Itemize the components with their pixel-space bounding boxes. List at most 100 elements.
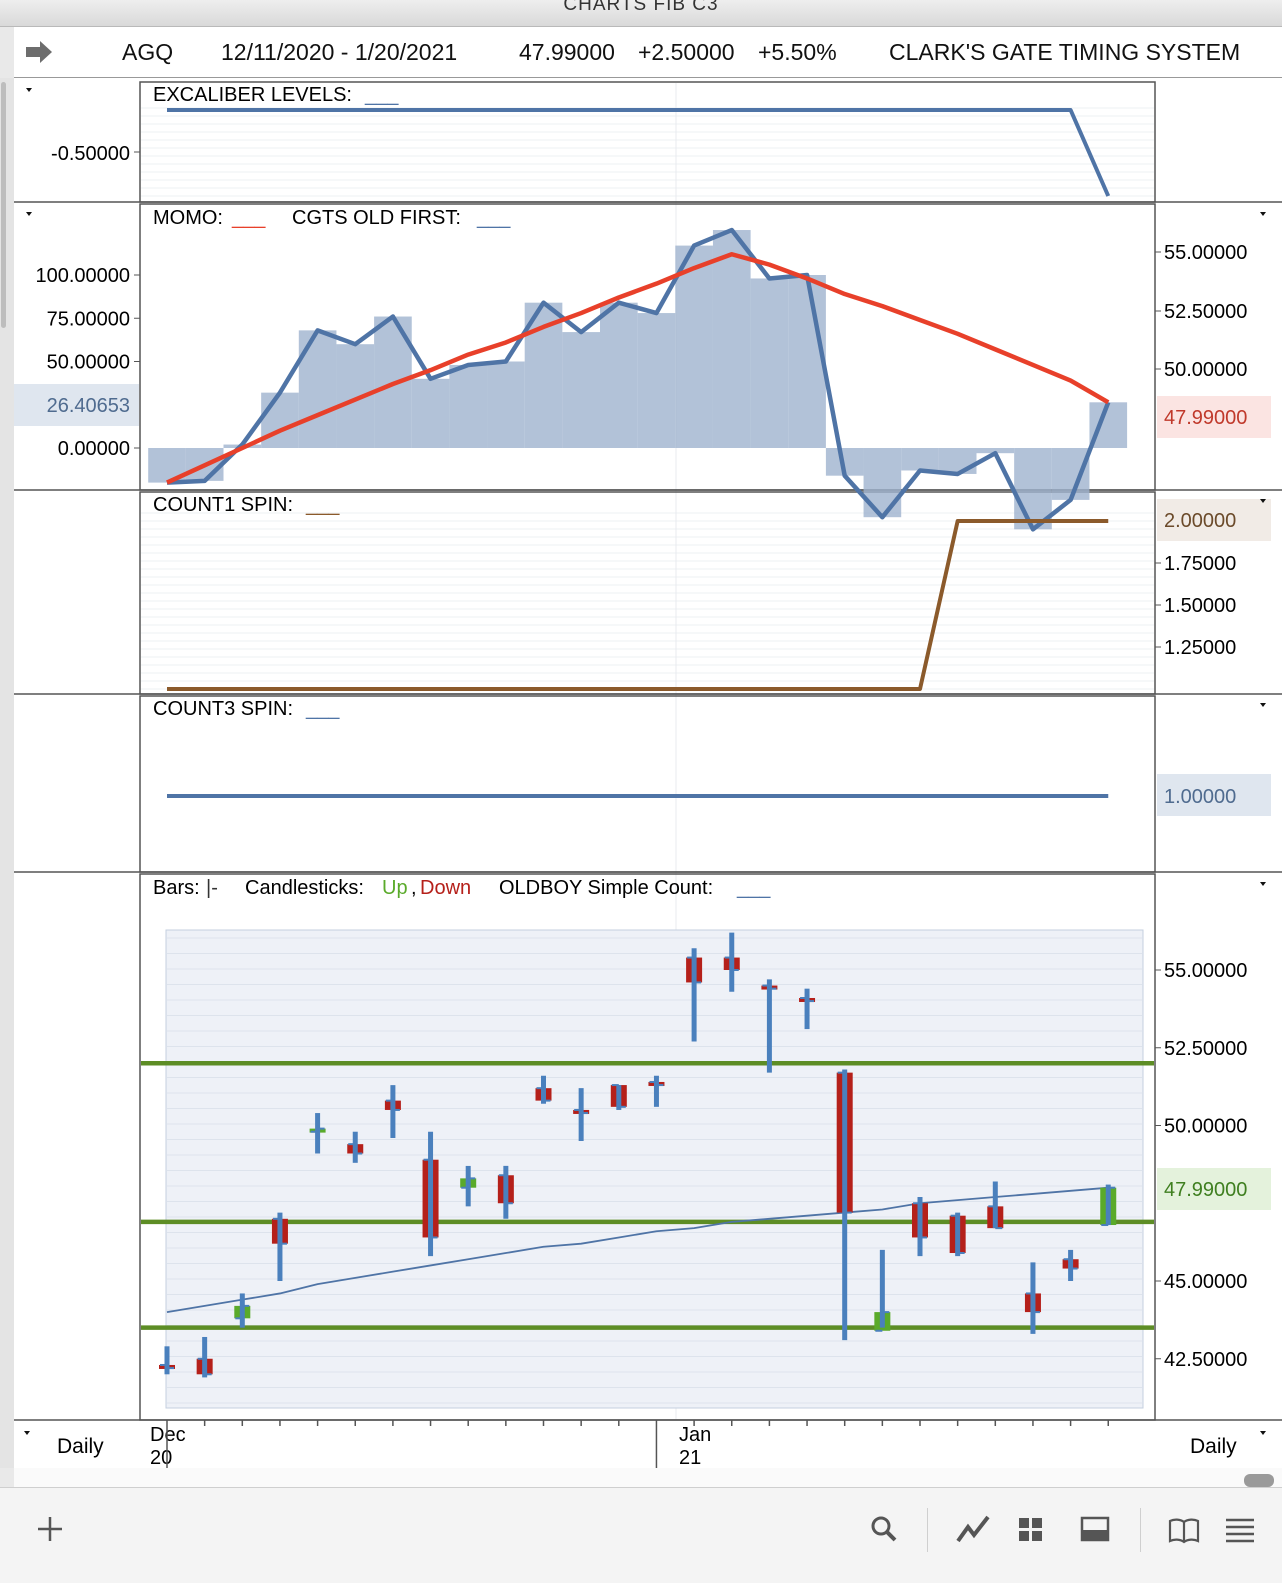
momo-plot — [148, 227, 1128, 532]
vertical-scrollbar[interactable] — [0, 78, 14, 1468]
symbol-label[interactable]: AGQ — [122, 39, 174, 65]
momo-histogram-bar — [863, 448, 902, 518]
oldboy-label: OLDBOY Simple Count: — [499, 877, 713, 899]
period-left[interactable]: Daily — [57, 1435, 104, 1458]
bars-legend-glyph: |- — [206, 877, 218, 899]
momo-histogram-bar — [675, 245, 713, 448]
xaxis-month-jan: Jan — [679, 1424, 711, 1446]
momo-right-tick-label: 55.00000 — [1164, 242, 1247, 264]
last-price: 47.99000 — [519, 39, 615, 65]
candles-down-label: Down — [420, 877, 471, 899]
momo-histogram-bar — [562, 332, 600, 448]
excaliber-menu-icon[interactable] — [26, 88, 32, 92]
horizontal-scroll-thumb[interactable] — [1244, 1474, 1274, 1487]
momo-histogram-bar — [261, 392, 299, 448]
xaxis-month-dec: Dec — [150, 1424, 186, 1446]
momo-histogram-bar — [938, 448, 977, 474]
toolbar-divider — [927, 1508, 928, 1552]
menu-icon[interactable] — [1225, 1517, 1255, 1543]
xaxis-year-20: 20 — [150, 1447, 172, 1468]
price-current-tag — [1157, 1168, 1271, 1210]
toolbar-divider — [1140, 1508, 1141, 1552]
price-tick-label: 52.50000 — [1164, 1038, 1247, 1060]
symbol-header: AGQ 12/11/2020 - 1/20/2021 47.99000 +2.5… — [14, 27, 1282, 78]
momo-menu-icon[interactable] — [26, 212, 32, 216]
book-icon[interactable] — [1168, 1516, 1200, 1544]
count3-current-tag — [1157, 774, 1271, 816]
count1-current-value: 2.00000 — [1164, 510, 1236, 532]
momo-left-tick-label: 75.00000 — [47, 308, 130, 330]
excaliber-tick: -0.50000 — [51, 143, 130, 165]
excaliber-line — [167, 108, 1111, 197]
count1-legend-line: ___ — [305, 494, 340, 516]
momo-label: MOMO: — [153, 207, 223, 229]
line-chart-icon[interactable] — [956, 1513, 990, 1545]
chart-area[interactable]: EXCALIBER LEVELS: ___ -0.50000 MOMO: ___… — [14, 78, 1282, 1468]
candles-up-label: Up — [382, 877, 408, 899]
price-change: +2.50000 — [638, 39, 735, 65]
momo-histogram-bar — [788, 275, 826, 448]
momo-legend-line: ___ — [231, 207, 266, 229]
count1-current-tag — [1157, 499, 1271, 541]
window-title: CHARTS FIB C3 — [563, 0, 719, 15]
price-change-pct: +5.50% — [758, 39, 837, 65]
cgts-old-first-line — [166, 251, 1110, 485]
period-right[interactable]: Daily — [1190, 1435, 1237, 1458]
momo-right-tick-label: 50.00000 — [1164, 359, 1247, 381]
momo-price-tag — [1157, 396, 1271, 438]
price-plot — [141, 929, 1154, 1409]
count3-menu-icon[interactable] — [1260, 703, 1266, 707]
count3-label: COUNT3 SPIN: — [153, 698, 293, 720]
price-tick-label: 42.50000 — [1164, 1349, 1247, 1371]
count1-menu-icon[interactable] — [1260, 499, 1266, 503]
momo-price-value: 47.99000 — [1164, 407, 1247, 429]
momo-histogram-bar — [1051, 448, 1090, 500]
add-icon[interactable] — [36, 1515, 64, 1543]
momo-current-value: 26.40653 — [47, 395, 130, 417]
momo-current-tag — [14, 384, 139, 426]
momo-left-tick-label: 50.00000 — [47, 352, 130, 374]
count1-tick-label: 1.75000 — [1164, 553, 1236, 575]
excaliber-label: EXCALIBER LEVELS: — [153, 84, 352, 106]
bars-legend-label: Bars: — [153, 877, 200, 899]
excaliber-legend-line: ___ — [364, 84, 399, 106]
cgts-label: CGTS OLD FIRST: — [292, 207, 461, 229]
candles-comma: , — [411, 877, 417, 899]
count3-legend-line: ___ — [305, 698, 340, 720]
grid-icon[interactable] — [1017, 1516, 1045, 1544]
momo-histogram-bar — [411, 378, 450, 448]
scroll-thumb[interactable] — [1, 82, 6, 328]
momo-left-tick-label: 0.00000 — [58, 438, 130, 460]
momo-line — [166, 227, 1111, 532]
momo-histogram-bar — [449, 364, 488, 448]
count1-tick-label: 1.50000 — [1164, 595, 1236, 617]
cgts-legend-line: ___ — [476, 207, 511, 229]
count1-tick-label: 1.25000 — [1164, 637, 1236, 659]
period-right-menu-icon[interactable] — [1260, 1431, 1266, 1435]
period-left-menu-icon[interactable] — [24, 1431, 30, 1435]
date-range: 12/11/2020 - 1/20/2021 — [221, 39, 458, 65]
price-tick-label: 45.00000 — [1164, 1271, 1247, 1293]
count1-line — [167, 519, 1109, 691]
price-menu-icon[interactable] — [1260, 882, 1266, 886]
momo-histogram-bar — [487, 361, 525, 448]
count1-plot — [167, 519, 1109, 691]
arrow-right-icon[interactable] — [24, 39, 54, 65]
momo-histogram-bar — [1014, 448, 1052, 530]
oldboy-legend-line: ___ — [736, 877, 771, 899]
xaxis-year-21: 21 — [679, 1447, 701, 1468]
bottom-toolbar — [0, 1487, 1282, 1583]
momo-histogram-bar — [637, 313, 676, 448]
momo-right-menu-icon[interactable] — [1260, 212, 1266, 216]
oldboy-simple-count-line — [166, 1186, 1109, 1313]
count3-current-value: 1.00000 — [1164, 786, 1236, 808]
search-icon[interactable] — [870, 1515, 898, 1543]
price-tick-label: 55.00000 — [1164, 960, 1247, 982]
price-plot-background — [165, 929, 1144, 1409]
panel-icon[interactable] — [1080, 1516, 1110, 1544]
price-tick-label: 50.00000 — [1164, 1116, 1247, 1138]
system-name: CLARK'S GATE TIMING SYSTEM — [889, 39, 1241, 65]
excaliber-plot — [134, 108, 1111, 197]
momo-histogram-bar — [712, 230, 751, 448]
momo-histogram-bar — [901, 448, 939, 471]
